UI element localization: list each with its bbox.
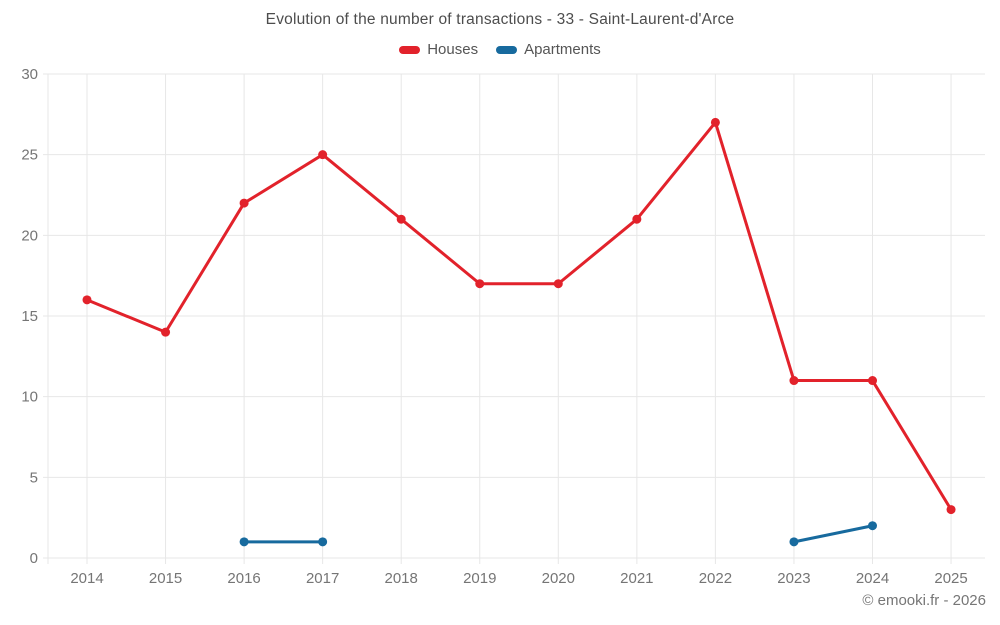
x-tick-label: 2019 bbox=[463, 570, 496, 587]
legend: Houses Apartments bbox=[0, 41, 1000, 58]
houses-marker bbox=[632, 214, 642, 224]
legend-label-houses: Houses bbox=[427, 41, 479, 58]
houses-marker bbox=[553, 279, 563, 289]
x-tick-label: 2015 bbox=[149, 570, 182, 587]
apartments-marker bbox=[868, 521, 877, 531]
x-tick-label: 2020 bbox=[542, 570, 575, 587]
houses-marker bbox=[82, 295, 92, 305]
houses-swatch-icon bbox=[399, 45, 421, 54]
x-tick-label: 2021 bbox=[620, 570, 653, 587]
houses-line bbox=[85, 120, 953, 512]
houses-marker bbox=[946, 505, 956, 515]
y-tick-label: 25 bbox=[21, 147, 38, 164]
houses-marker bbox=[318, 150, 328, 160]
y-tick-label: 5 bbox=[30, 469, 38, 486]
x-tick-label: 2024 bbox=[856, 570, 889, 587]
houses-marker bbox=[161, 327, 171, 337]
houses-marker bbox=[396, 214, 406, 224]
apartments-line bbox=[792, 524, 874, 544]
x-tick-label: 2025 bbox=[934, 570, 967, 587]
x-tick-label: 2014 bbox=[70, 570, 103, 587]
houses-marker bbox=[710, 117, 720, 127]
y-tick-label: 0 bbox=[30, 550, 38, 567]
apartments-marker bbox=[789, 537, 799, 547]
x-tick-label: 2017 bbox=[306, 570, 339, 587]
y-tick-label: 20 bbox=[21, 227, 38, 244]
legend-label-apartments: Apartments bbox=[524, 41, 601, 58]
x-tick-label: 2022 bbox=[699, 570, 732, 587]
page-title: Evolution of the number of transactions … bbox=[265, 11, 735, 28]
x-tick-label: 2023 bbox=[777, 570, 810, 587]
houses-marker bbox=[868, 376, 877, 386]
y-tick-label: 15 bbox=[21, 308, 38, 325]
apartments-marker bbox=[239, 537, 249, 547]
houses-marker bbox=[475, 279, 485, 289]
attribution-footer: © emooki.fr - 2026 bbox=[862, 592, 986, 609]
apartments-swatch-icon bbox=[496, 45, 518, 54]
x-tick-label: 2018 bbox=[385, 570, 418, 587]
houses-marker bbox=[789, 376, 799, 386]
apartments-marker bbox=[318, 537, 328, 547]
houses-marker bbox=[239, 198, 249, 208]
legend-item-apartments[interactable]: Apartments bbox=[496, 41, 601, 58]
y-tick-label: 30 bbox=[21, 66, 38, 83]
y-tick-label: 10 bbox=[21, 389, 38, 406]
x-tick-label: 2016 bbox=[227, 570, 260, 587]
legend-item-houses[interactable]: Houses bbox=[399, 41, 478, 58]
